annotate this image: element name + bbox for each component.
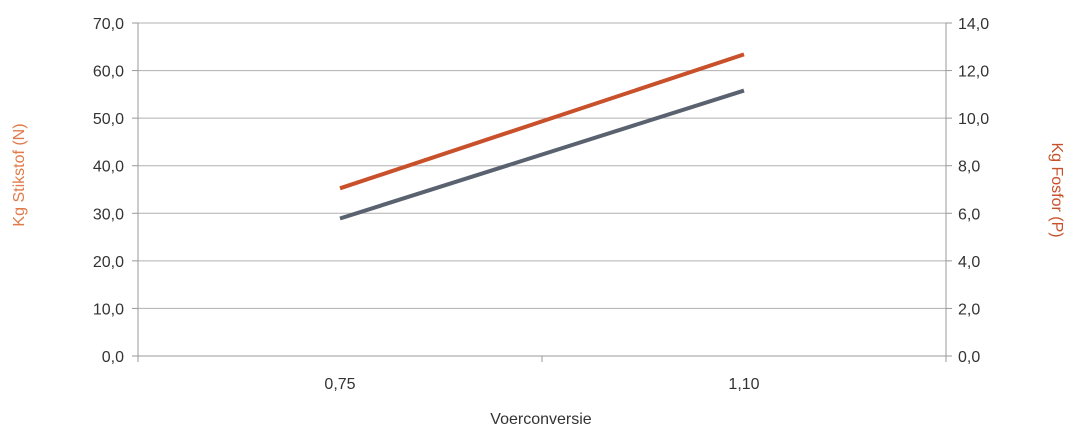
right-tick-label: 8,0 (958, 159, 980, 176)
series-lines (339, 52, 745, 221)
right-axis-ticks: 0,0 2,0 4,0 6,0 8,0 10,0 12,0 14,0 (958, 16, 989, 366)
gridlines (138, 22, 946, 357)
left-tick-label: 10,0 (93, 301, 124, 318)
left-axis-ticks: 0,0 10,0 20,0 30,0 40,0 50,0 60,0 70,0 (93, 16, 124, 366)
right-tick-label: 2,0 (958, 301, 980, 318)
left-tick-label: 20,0 (93, 254, 124, 271)
series-line-2 (339, 52, 745, 191)
right-tick-label: 14,0 (958, 16, 989, 33)
left-tick-label: 0,0 (102, 349, 124, 366)
axes (132, 22, 952, 362)
left-tick-label: 30,0 (93, 206, 124, 223)
right-axis-title: Kg Fosfor (P) (1048, 142, 1065, 237)
right-tick-label: 10,0 (958, 111, 989, 128)
right-tick-label: 12,0 (958, 64, 989, 81)
x-axis-title: Voerconversie (490, 411, 591, 428)
left-tick-label: 50,0 (93, 111, 124, 128)
right-tick-label: 0,0 (958, 349, 980, 366)
left-tick-label: 60,0 (93, 64, 124, 81)
left-tick-label: 40,0 (93, 159, 124, 176)
right-tick-label: 6,0 (958, 206, 980, 223)
right-tick-label: 4,0 (958, 254, 980, 271)
left-tick-label: 70,0 (93, 16, 124, 33)
left-axis-title: Kg Stikstof (N) (11, 123, 28, 226)
x-tick-label: 0,75 (324, 376, 355, 393)
x-axis-ticks: 0,75 1,10 (324, 376, 759, 393)
series-line-1 (339, 88, 745, 221)
x-tick-label: 1,10 (728, 376, 759, 393)
